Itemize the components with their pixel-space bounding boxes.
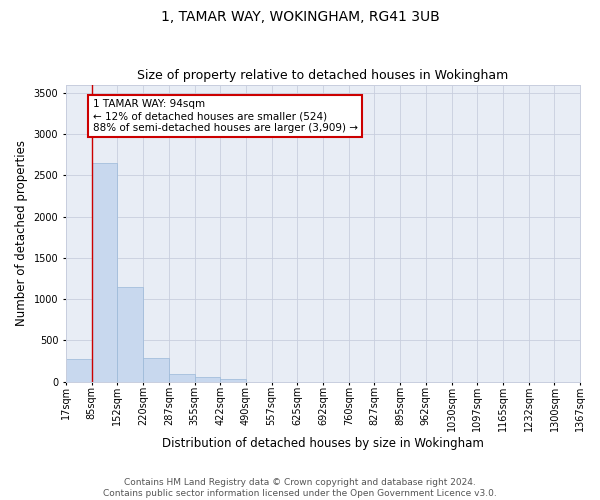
Bar [92,163,118,382]
Bar [194,377,220,382]
Text: 1 TAMAR WAY: 94sqm
← 12% of detached houses are smaller (524)
88% of semi-detach: 1 TAMAR WAY: 94sqm ← 12% of detached hou… [92,100,358,132]
Bar [169,374,194,382]
Bar [220,379,246,382]
Text: Contains HM Land Registry data © Crown copyright and database right 2024.
Contai: Contains HM Land Registry data © Crown c… [103,478,497,498]
Bar [143,358,169,382]
X-axis label: Distribution of detached houses by size in Wokingham: Distribution of detached houses by size … [162,437,484,450]
Y-axis label: Number of detached properties: Number of detached properties [15,140,28,326]
Text: 1, TAMAR WAY, WOKINGHAM, RG41 3UB: 1, TAMAR WAY, WOKINGHAM, RG41 3UB [161,10,439,24]
Bar [118,287,143,382]
Title: Size of property relative to detached houses in Wokingham: Size of property relative to detached ho… [137,69,509,82]
Bar [66,360,92,382]
